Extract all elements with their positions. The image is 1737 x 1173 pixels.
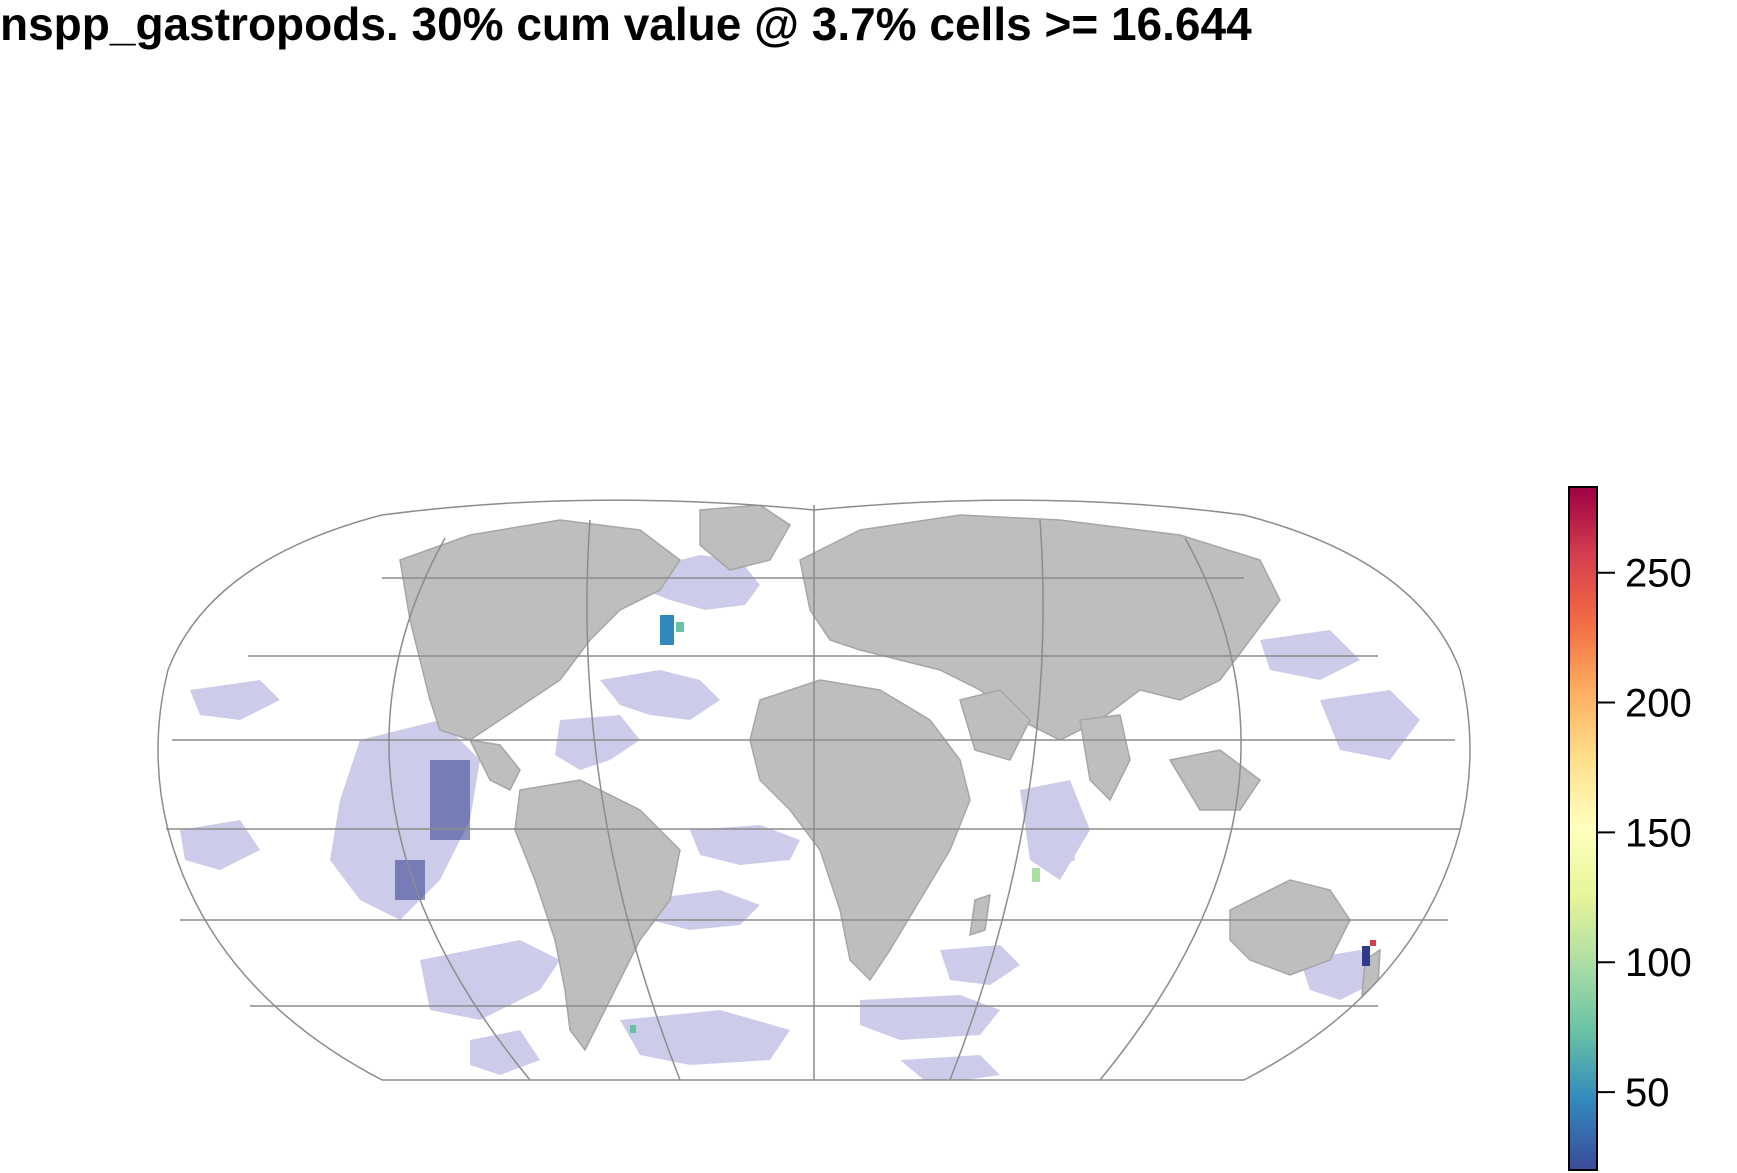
cells-southern-ocean-2 (860, 995, 1000, 1040)
landmass-madagascar (969, 893, 991, 937)
cells-southern-ocean-1 (620, 1010, 790, 1065)
cells-mid-atlantic (555, 715, 640, 770)
landmass-australia (1229, 879, 1351, 976)
legend-tick-label: 150 (1625, 811, 1692, 855)
cells-antarctic-fringe (900, 1055, 1000, 1080)
globe-outline (157, 499, 1471, 1081)
landmass-central-america (468, 739, 521, 792)
landmass-india (1079, 714, 1131, 802)
cells-pacific-hotspot (430, 760, 470, 840)
cells-equatorial-atlantic (690, 825, 800, 865)
cells-nz-hotspot-2 (1362, 946, 1370, 966)
landmass-antarctica (590, 1100, 1120, 1155)
map-title: nspp_gastropods. 30% cum value @ 3.7% ce… (0, 0, 1252, 50)
landmass-africa (749, 679, 971, 982)
cells-madagascar-region (1045, 815, 1075, 870)
legend-bar (1568, 486, 1598, 1171)
high-value-cells (395, 615, 1376, 1033)
cells-chile-hotspot (630, 1025, 636, 1033)
legend-tick-label: 250 (1625, 552, 1692, 596)
cells-south-pacific (420, 940, 560, 1020)
meridian-line (949, 519, 1044, 1081)
legend-colorbar: 50 100 150 200 250 (1568, 486, 1692, 1171)
cells-madagascar-hotspot (1032, 868, 1040, 882)
legend-tick-label: 100 (1625, 941, 1692, 985)
legend-tick-label: 50 (1625, 1071, 1670, 1115)
cells-south-pacific-west (180, 820, 260, 870)
cells-north-atlantic-hotspot (660, 615, 674, 645)
cells-north-atlantic-hotspot-2 (676, 622, 684, 632)
landmass-south-america (514, 779, 681, 1052)
legend-ticks: 50 100 150 200 250 (1597, 552, 1692, 1115)
landmass-north-america (399, 519, 682, 741)
cells-pacific-hotspot-2 (395, 860, 425, 900)
cells-west-pacific (1320, 690, 1420, 760)
landmass-southeast-asia (1168, 749, 1262, 811)
cells-pacific-ridge (470, 1030, 540, 1075)
cells-north-pacific-east (190, 680, 280, 720)
landmass-europe-asia (799, 514, 1281, 741)
legend-tick-label: 200 (1625, 682, 1692, 726)
meridian-line (388, 537, 531, 1081)
meridian-line (586, 519, 681, 1081)
cells-central-atlantic (600, 670, 720, 720)
graticule (157, 499, 1471, 1081)
land-masses (399, 504, 1381, 1155)
cells-nz-hotspot (1370, 940, 1376, 946)
cells-north-pacific-west (1260, 630, 1360, 680)
meridian-line (1099, 537, 1242, 1081)
cells-indian-ocean-south (940, 945, 1020, 985)
